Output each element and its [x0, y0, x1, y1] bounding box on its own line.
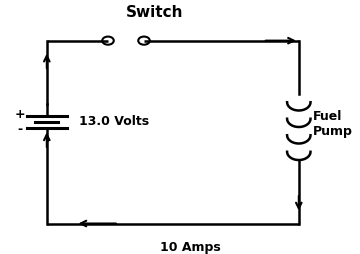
Text: Switch: Switch: [126, 5, 184, 20]
Text: 13.0 Volts: 13.0 Volts: [79, 115, 149, 129]
Text: 10 Amps: 10 Amps: [161, 241, 221, 254]
Text: Fuel
Pump: Fuel Pump: [313, 110, 353, 138]
Text: +: +: [14, 108, 25, 121]
Text: -: -: [17, 123, 22, 136]
